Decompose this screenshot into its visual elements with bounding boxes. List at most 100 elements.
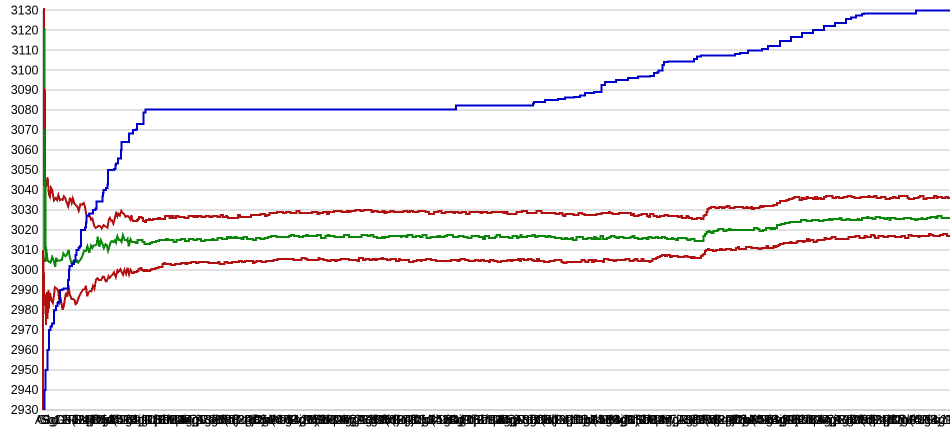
svg-text:Gb12Rft: Gb12Rft	[851, 413, 898, 427]
svg-text:Gb12Rft: Gb12Rft	[535, 413, 582, 427]
svg-text:Agf25dj: Agf25dj	[678, 413, 720, 427]
svg-text:Agf25dj: Agf25dj	[357, 413, 399, 427]
svg-text:Gg05bP4: Gg05bP4	[131, 413, 184, 427]
svg-text:Rf1dB4g: Rf1dB4g	[462, 413, 511, 427]
svg-text:Ab14gR(2: Ab14gR(2	[591, 413, 647, 427]
svg-text:2950: 2950	[11, 363, 39, 377]
svg-text:Bq10jd(4: Bq10jd(4	[392, 413, 442, 427]
svg-text:Rf1dB4g: Rf1dB4g	[624, 413, 673, 427]
svg-text:Mg13Bf(5: Mg13Bf(5	[498, 413, 552, 427]
svg-text:Sb21jBf: Sb21jBf	[125, 413, 169, 427]
svg-text:Pq24gRd: Pq24gRd	[801, 413, 853, 427]
svg-text:Gb12Rft: Gb12Rft	[214, 413, 261, 427]
svg-text:Gb12Rft: Gb12Rft	[55, 413, 102, 427]
svg-text:2970: 2970	[11, 323, 39, 337]
svg-text:Ab14gR(2: Ab14gR(2	[108, 413, 164, 427]
svg-text:Gg05bP4: Gg05bP4	[770, 413, 823, 427]
svg-text:Db7jR3b: Db7jR3b	[492, 413, 541, 427]
svg-text:Sb21jBf: Sb21jBf	[925, 413, 950, 427]
svg-text:3060: 3060	[11, 143, 39, 157]
svg-text:Mh9fBd1: Mh9fBd1	[585, 413, 635, 427]
svg-text:Agf25dj: Agf25dj	[834, 413, 876, 427]
svg-text:Bb19Pj2: Bb19Pj2	[792, 413, 839, 427]
svg-text:3070: 3070	[11, 123, 39, 137]
svg-text:Pf2bB1g: Pf2bB1g	[565, 413, 613, 427]
svg-text:3090: 3090	[11, 83, 39, 97]
svg-text:Mg13Bf(5: Mg13Bf(5	[342, 413, 396, 427]
svg-text:Sg08(P4j: Sg08(P4j	[362, 413, 413, 427]
svg-text:3100: 3100	[11, 63, 39, 77]
svg-text:Pf2bB1g: Pf2bB1g	[403, 413, 451, 427]
svg-text:Agf25dj: Agf25dj	[196, 413, 238, 427]
svg-text:Gg05bP4: Gg05bP4	[290, 413, 343, 427]
svg-text:3110: 3110	[12, 43, 39, 57]
svg-text:Bq10jd(4: Bq10jd(4	[74, 413, 124, 427]
svg-text:Bq10jd(4: Bq10jd(4	[232, 413, 282, 427]
svg-text:Mg13Bf(5: Mg13Bf(5	[181, 413, 235, 427]
svg-text:2960: 2960	[11, 343, 39, 357]
svg-text:Dg15R4j: Dg15R4j	[253, 413, 302, 427]
svg-text:Bb19Pj2: Bb19Pj2	[155, 413, 202, 427]
svg-text:Sg08(P4j: Sg08(P4j	[203, 413, 254, 427]
svg-text:Rd8gB5u: Rd8gB5u	[860, 413, 912, 427]
svg-text:A: A	[35, 413, 44, 427]
svg-text:Sb21jBf: Sb21jBf	[445, 413, 489, 427]
svg-text:3010: 3010	[11, 243, 39, 257]
svg-text:3000: 3000	[11, 263, 39, 277]
svg-text:Bq10jd(4: Bq10jd(4	[554, 413, 604, 427]
svg-text:Db7jR3b: Db7jR3b	[334, 413, 383, 427]
svg-text:Bq10jd(4: Bq10jd(4	[713, 413, 763, 427]
svg-text:Sg08(P4j: Sg08(P4j	[683, 413, 734, 427]
svg-text:Gb12Rft: Gb12Rft	[695, 413, 742, 427]
svg-text:Mh9fBd1: Mh9fBd1	[743, 413, 793, 427]
svg-text:3040: 3040	[11, 183, 39, 197]
svg-text:Mh9fBd1: Mh9fBd1	[902, 413, 950, 427]
svg-text:Gg05bP4: Gg05bP4	[611, 413, 664, 427]
svg-text:Ab14gR(2: Ab14gR(2	[427, 413, 483, 427]
svg-text:Rd8gB5u: Rd8gB5u	[62, 413, 114, 427]
svg-text:Db7jR3b: Db7jR3b	[811, 413, 860, 427]
svg-text:Pq24gRd: Pq24gRd	[480, 413, 532, 427]
svg-text:Bb19Pj2: Bb19Pj2	[473, 413, 520, 427]
svg-text:Rd8gB5u: Rd8gB5u	[543, 413, 595, 427]
svg-text:Db7jR3b: Db7jR3b	[654, 413, 703, 427]
svg-text:Mg13Bf(5: Mg13Bf(5	[818, 413, 872, 427]
svg-text:Sb21jBf: Sb21jBf	[766, 413, 810, 427]
svg-text:Mh9fBd1: Mh9fBd1	[102, 413, 152, 427]
svg-text:3020: 3020	[11, 223, 39, 237]
svg-text:Bb19Pj2: Bb19Pj2	[314, 413, 361, 427]
svg-text:Ab14gR(2: Ab14gR(2	[749, 413, 805, 427]
svg-text:Db7jR3b: Db7jR3b	[174, 413, 223, 427]
svg-text:Dg15R4j: Dg15R4j	[575, 413, 624, 427]
svg-text:Dg15R4j: Dg15R4j	[892, 413, 941, 427]
svg-text:Sg08(P4j: Sg08(P4j	[839, 413, 890, 427]
svg-text:3030: 3030	[11, 203, 39, 217]
svg-text:Pf2bB1g: Pf2bB1g	[883, 413, 931, 427]
svg-text:Rf1dB4g: Rf1dB4g	[782, 413, 831, 427]
svg-text:3080: 3080	[11, 103, 39, 117]
svg-text:Pf2bB1g: Pf2bB1g	[244, 413, 292, 427]
svg-text:2930: 2930	[11, 403, 39, 417]
svg-text:3050: 3050	[11, 163, 39, 177]
svg-text:Sg: Sg	[40, 413, 55, 427]
svg-text:2940: 2940	[11, 383, 39, 397]
svg-text:Gg05bP4: Gg05bP4	[450, 413, 503, 427]
svg-text:2990: 2990	[11, 283, 39, 297]
svg-text:Bb19Pj2: Bb19Pj2	[635, 413, 682, 427]
svg-text:Pq24gRd: Pq24gRd	[163, 413, 215, 427]
svg-text:Pq24gRd: Pq24gRd	[643, 413, 695, 427]
svg-text:Gb12R: Gb12R	[37, 413, 77, 427]
svg-text:Mh9fBd1: Mh9fBd1	[421, 413, 471, 427]
svg-text:Pq24gRd: Pq24gRd	[321, 413, 373, 427]
svg-text:Pf2bB1g: Pf2bB1g	[84, 413, 132, 427]
svg-text:Sg08(P4j: Sg08(P4j	[521, 413, 572, 427]
svg-text:Sg08(P4j: Sg08(P4j	[42, 413, 93, 427]
svg-text:Mh9fBd1: Mh9fBd1	[262, 413, 312, 427]
svg-text:Rf1dB4g: Rf1dB4g	[303, 413, 352, 427]
svg-text:Rd8gB5u: Rd8gB5u	[702, 413, 754, 427]
svg-text:Ab14gR(2: Ab14gR(2	[909, 413, 950, 427]
svg-text:Rd8gB5u: Rd8gB5u	[381, 413, 433, 427]
svg-text:Ab14gR(2: Ab14gR(2	[270, 413, 326, 427]
svg-text:Mg13Bf(5: Mg13Bf(5	[662, 413, 716, 427]
svg-text:3120: 3120	[11, 23, 39, 37]
